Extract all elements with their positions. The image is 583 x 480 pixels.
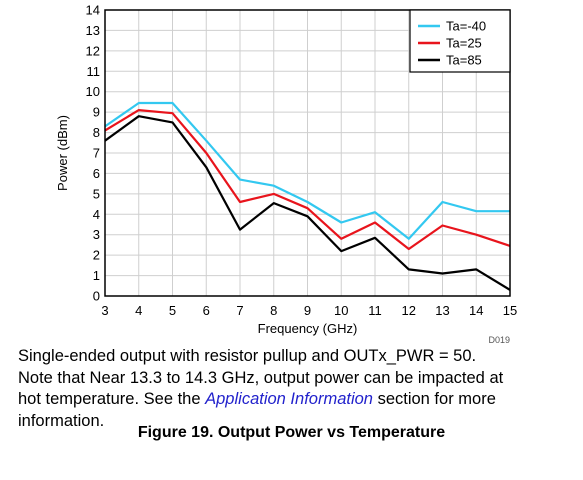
series-line [104, 115, 511, 291]
y-tick-label: 14 [86, 3, 100, 18]
x-tick-label: 12 [402, 303, 416, 318]
y-tick-label: 12 [86, 43, 100, 58]
x-tick-label: 4 [135, 303, 142, 318]
legend-label: Ta=-40 [446, 19, 486, 34]
caption-line-2: Note that Near 13.3 to 14.3 GHz, output … [18, 368, 504, 387]
plot-frame [104, 9, 511, 297]
x-tick-label: 10 [334, 303, 348, 318]
y-tick-label: 10 [86, 84, 100, 99]
x-axis-ticks: 3 4 5 6 7 8 9 10 11 12 13 14 15 [101, 303, 517, 318]
y-tick-label: 2 [93, 248, 100, 263]
caption-line-3-start: hot temperature. See the [18, 390, 206, 408]
y-tick-label: 13 [86, 23, 100, 38]
x-tick-label: 9 [304, 303, 311, 318]
series-line [104, 108, 511, 251]
x-tick-label: 6 [203, 303, 210, 318]
output-power-chart: 3 4 5 6 7 8 9 10 11 12 13 14 15 01234567891011121314… [55, 3, 517, 346]
y-tick-label: 4 [93, 207, 100, 222]
y-tick-label: 8 [93, 125, 100, 140]
x-tick-label: 5 [169, 303, 176, 318]
figure-code: D019 [488, 335, 510, 345]
chart-series [104, 101, 511, 291]
legend-box [409, 9, 511, 73]
y-tick-label: 6 [93, 166, 100, 181]
figure-caption: Single-ended output with resistor pullup… [18, 346, 578, 432]
application-information-link[interactable]: Application Information [205, 390, 373, 408]
y-tick-label: 1 [93, 268, 100, 283]
x-tick-label: 14 [469, 303, 483, 318]
y-tick-label: 7 [93, 146, 100, 161]
x-axis-label: Frequency (GHz) [258, 321, 358, 336]
caption-line-3-end: section for more [372, 390, 496, 408]
y-tick-label: 3 [93, 227, 100, 242]
figure-title: Figure 19. Output Power vs Temperature [137, 424, 446, 441]
legend-label: Ta=25 [446, 36, 482, 51]
y-tick-label: 0 [93, 289, 100, 304]
x-tick-label: 15 [503, 303, 517, 318]
x-tick-label: 13 [435, 303, 449, 318]
x-tick-label: 7 [236, 303, 243, 318]
x-tick-label: 11 [368, 303, 382, 318]
y-tick-label: 5 [93, 186, 100, 201]
x-tick-label: 8 [270, 303, 277, 318]
series-line [104, 101, 510, 240]
chart-legend: Ta=-40 Ta=25 Ta=85 [409, 9, 511, 73]
caption-line-1: Single-ended output with resistor pullup… [18, 347, 477, 365]
caption-line-4: information. [18, 411, 105, 430]
x-tick-label: 3 [101, 303, 108, 318]
y-tick-label: 9 [93, 105, 100, 120]
y-tick-label: 11 [87, 64, 101, 79]
y-axis-label: Power (dBm) [55, 115, 70, 191]
legend-label: Ta=85 [446, 53, 482, 68]
